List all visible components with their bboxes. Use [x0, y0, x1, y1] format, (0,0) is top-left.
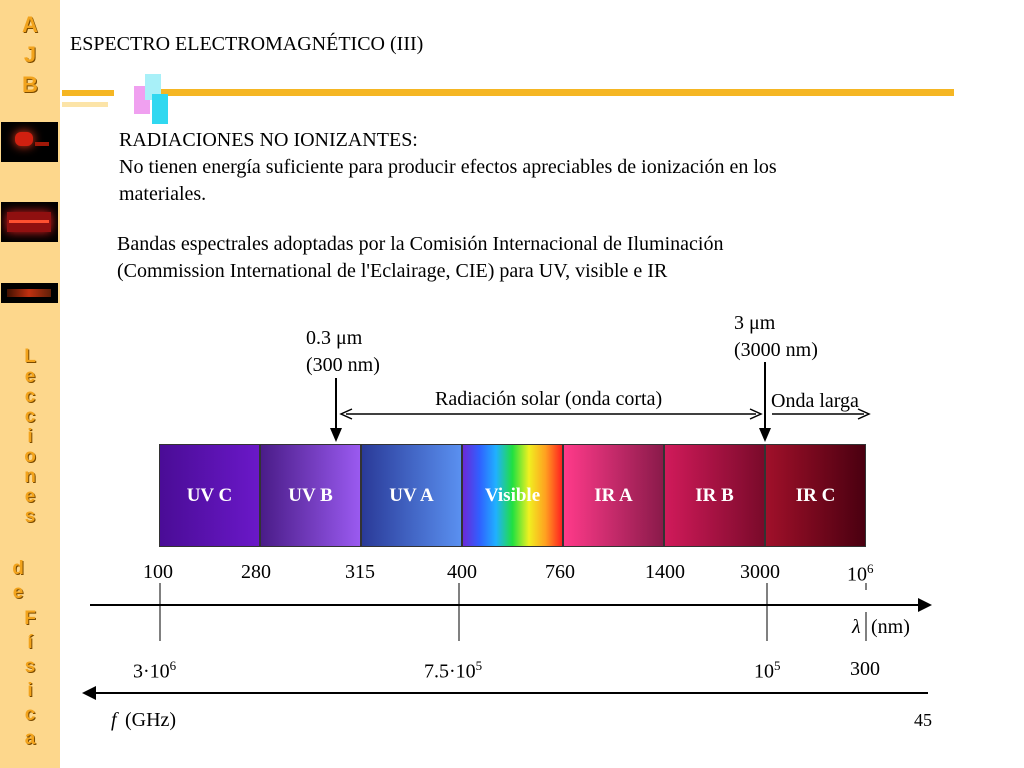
- frequency-tick-exponent: 6: [169, 658, 177, 673]
- wavelength-tick-label-last: 106: [847, 561, 874, 587]
- frequency-symbol: f: [111, 709, 117, 731]
- solar-range-arrowhead-left: [339, 408, 353, 420]
- sidebar-letter: a: [24, 728, 36, 749]
- band-label: UV B: [288, 484, 333, 506]
- wavelength-axis-unit: (nm): [871, 616, 910, 638]
- sidebar-letter: A: [22, 12, 38, 37]
- frequency-tick-label: 300: [850, 658, 880, 681]
- band-ir-b: IR B: [664, 444, 765, 547]
- sidebar-letter: c: [24, 386, 36, 407]
- band-ir-a: IR A: [563, 444, 664, 547]
- marker-0-3um-label: 0.3 μm: [306, 327, 363, 349]
- thumbnail-image: [1, 283, 58, 303]
- frequency-axis-arrowhead: [82, 686, 96, 700]
- decoration-block-cyan: [152, 94, 168, 124]
- cie-line: Bandas espectrales adoptadas por la Comi…: [117, 233, 724, 255]
- title-underline-left: [62, 90, 114, 96]
- band-uv-c: UV C: [159, 444, 260, 547]
- sidebar-letter: o: [24, 446, 36, 467]
- marker-3um-label: 3 μm: [734, 312, 776, 334]
- thumbnail-image: [1, 122, 58, 162]
- sidebar-letter: í: [27, 632, 33, 653]
- decoration-block-lightcyan: [145, 74, 161, 100]
- frequency-tick-base: 300: [850, 658, 880, 680]
- sidebar-letter: n: [24, 466, 36, 487]
- sidebar-letter: L: [24, 346, 36, 367]
- long-wave-arrowhead: [857, 408, 871, 420]
- sidebar-letter: i: [27, 426, 33, 447]
- marker-arrowhead-3000nm: [759, 428, 771, 442]
- title-underline: [158, 89, 954, 96]
- page-title: ESPECTRO ELECTROMAGNÉTICO (III): [70, 33, 424, 55]
- lambda-symbol: λ: [852, 616, 861, 638]
- sidebar-letter: F: [24, 608, 36, 629]
- solar-range-arrowhead-right: [749, 408, 763, 420]
- sidebar-letter: c: [24, 406, 36, 427]
- wavelength-tick-label: 3000: [740, 561, 780, 583]
- sidebar-letter: c: [24, 704, 36, 725]
- band-label: UV C: [186, 484, 233, 506]
- sidebar-letter: i: [27, 680, 33, 701]
- frequency-tick-label: 105: [754, 658, 781, 684]
- cie-line: (Commission International de l'Eclairage…: [117, 260, 668, 282]
- frequency-tick-label: 3·106: [133, 658, 176, 684]
- solar-radiation-label: Radiación solar (onda corta): [435, 388, 663, 410]
- band-uv-b: UV B: [260, 444, 361, 547]
- sidebar-letter: J: [23, 42, 37, 67]
- frequency-tick-base: 7.5·10: [424, 660, 476, 683]
- wavelength-last-exponent: 6: [867, 561, 874, 576]
- intro-heading: RADIACIONES NO IONIZANTES:: [119, 129, 418, 151]
- sidebar-letter: s: [24, 506, 36, 527]
- frequency-tick-base: 3·10: [133, 660, 170, 683]
- wavelength-tick-label: 760: [545, 561, 575, 583]
- sidebar: A J B L e c c i o n e s d e F í s i c a: [0, 0, 60, 768]
- title-underline-left-light: [62, 102, 108, 107]
- wavelength-tick-label: 280: [241, 561, 271, 583]
- thumbnail-image: [1, 202, 58, 242]
- wavelength-tick-label: 100: [143, 561, 173, 583]
- sidebar-letter: d: [12, 558, 24, 579]
- sidebar-letter: e: [24, 486, 36, 507]
- wavelength-axis-arrowhead: [918, 598, 932, 612]
- marker-3000nm-label: (3000 nm): [734, 339, 818, 361]
- band-uv-a: UV A: [361, 444, 462, 547]
- intro-line: No tienen energía suficiente para produc…: [119, 156, 777, 178]
- long-wave-label: Onda larga: [771, 390, 859, 412]
- marker-arrowhead-300nm: [330, 428, 342, 442]
- sidebar-letter: s: [24, 656, 36, 677]
- band-ir-c: IR C: [765, 444, 866, 547]
- band-label: UV A: [389, 484, 434, 506]
- band-visible: Visible: [462, 444, 563, 547]
- wavelength-tick-label: 400: [447, 561, 477, 583]
- wavelength-last-base: 10: [847, 563, 867, 586]
- wavelength-tick-label: 315: [345, 561, 375, 583]
- band-label: IR A: [594, 484, 633, 506]
- wavelength-tick-label: 1400: [645, 561, 685, 583]
- band-label: IR C: [795, 484, 836, 506]
- sidebar-letter: e: [12, 582, 24, 603]
- frequency-tick-base: 10: [754, 660, 774, 683]
- band-label: Visible: [484, 484, 541, 506]
- frequency-axis-unit: (GHz): [125, 709, 177, 731]
- band-label: IR B: [695, 484, 734, 506]
- page-number: 45: [914, 710, 932, 730]
- frequency-tick-exponent: 5: [475, 658, 483, 673]
- sidebar-letter: e: [24, 366, 36, 387]
- frequency-tick-exponent: 5: [774, 658, 781, 673]
- intro-line: materiales.: [119, 183, 207, 205]
- sidebar-letter: B: [22, 72, 38, 97]
- frequency-tick-label: 7.5·105: [424, 658, 482, 684]
- marker-300nm-label: (300 nm): [306, 354, 380, 376]
